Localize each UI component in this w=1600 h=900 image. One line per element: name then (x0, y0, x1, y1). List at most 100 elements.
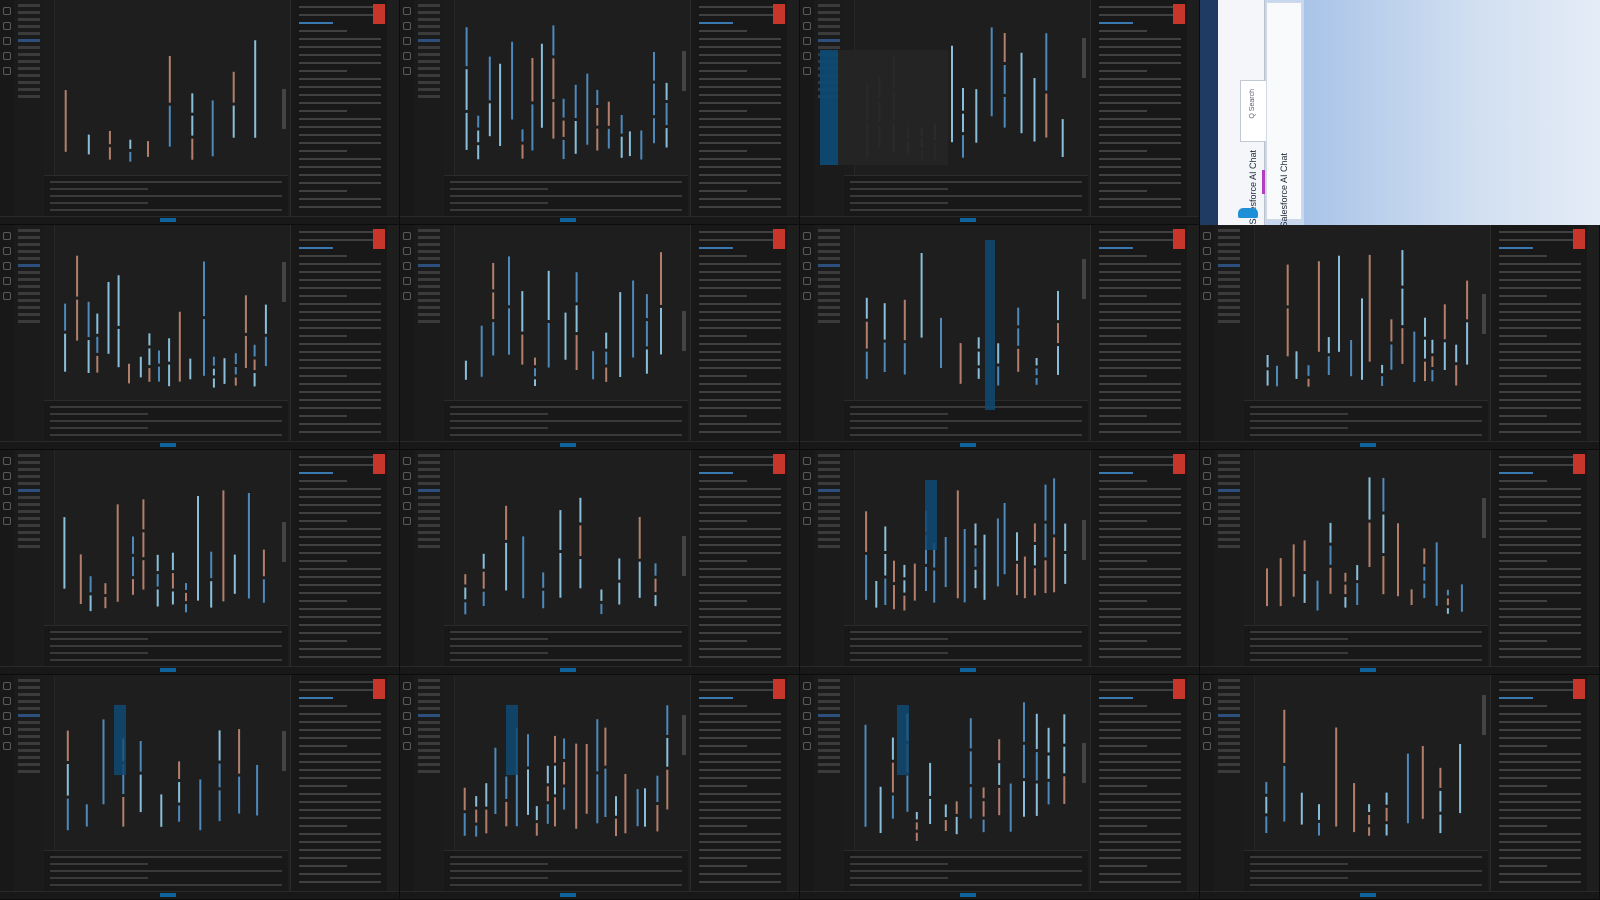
file-tree-item[interactable] (818, 285, 840, 288)
explorer-icon[interactable] (803, 7, 811, 15)
file-tree-item[interactable] (418, 686, 440, 689)
file-tree-item[interactable] (418, 95, 440, 98)
selection-overlay[interactable] (925, 480, 937, 550)
explorer-panel[interactable] (1214, 675, 1245, 899)
file-tree-item[interactable] (418, 735, 440, 738)
run-icon[interactable] (1203, 727, 1211, 735)
file-tree-item[interactable] (18, 264, 40, 267)
explorer-icon[interactable] (403, 682, 411, 690)
file-tree-item[interactable] (418, 46, 440, 49)
explorer-panel[interactable] (414, 450, 445, 674)
file-tree-item[interactable] (418, 468, 440, 471)
search-icon[interactable] (803, 247, 811, 255)
source-control-icon[interactable] (1203, 712, 1211, 720)
file-tree-item[interactable] (18, 25, 40, 28)
notification-badge[interactable] (1173, 679, 1185, 699)
status-item[interactable] (160, 218, 176, 222)
status-bar[interactable] (400, 891, 799, 899)
source-control-icon[interactable] (1203, 262, 1211, 270)
file-tree-item[interactable] (818, 545, 840, 548)
file-tree-item[interactable] (418, 524, 440, 527)
explorer-icon[interactable] (3, 7, 11, 15)
explorer-icon[interactable] (803, 682, 811, 690)
file-tree-item[interactable] (18, 4, 40, 7)
file-tree-item[interactable] (18, 742, 40, 745)
code-editor[interactable] (844, 450, 1088, 625)
file-tree-item[interactable] (18, 229, 40, 232)
source-control-icon[interactable] (803, 262, 811, 270)
editor-scrollbar[interactable] (282, 262, 286, 302)
file-tree-item[interactable] (418, 278, 440, 281)
editor-scrollbar[interactable] (682, 51, 686, 91)
code-editor[interactable] (44, 675, 288, 850)
file-tree-item[interactable] (18, 531, 40, 534)
file-tree-item[interactable] (818, 714, 840, 717)
file-tree-item[interactable] (18, 763, 40, 766)
file-tree-item[interactable] (1218, 482, 1240, 485)
file-tree-item[interactable] (418, 11, 440, 14)
file-tree-item[interactable] (1218, 285, 1240, 288)
file-tree-item[interactable] (18, 721, 40, 724)
search-icon[interactable] (1203, 697, 1211, 705)
file-tree-item[interactable] (1218, 454, 1240, 457)
file-tree-item[interactable] (18, 95, 40, 98)
file-tree-item[interactable] (1218, 250, 1240, 253)
source-control-icon[interactable] (803, 712, 811, 720)
file-tree-item[interactable] (1218, 236, 1240, 239)
file-tree-item[interactable] (18, 243, 40, 246)
editor-scrollbar[interactable] (282, 522, 286, 562)
editor-scrollbar[interactable] (1082, 38, 1086, 78)
file-tree-item[interactable] (818, 320, 840, 323)
extensions-icon[interactable] (803, 742, 811, 750)
file-tree-item[interactable] (818, 742, 840, 745)
file-tree-item[interactable] (818, 18, 840, 21)
file-tree-item[interactable] (18, 39, 40, 42)
status-bar[interactable] (0, 891, 399, 899)
editor-scrollbar[interactable] (682, 536, 686, 576)
file-tree-item[interactable] (418, 700, 440, 703)
terminal-panel[interactable] (44, 175, 288, 216)
extensions-icon[interactable] (1203, 742, 1211, 750)
source-control-icon[interactable] (1203, 487, 1211, 495)
file-tree-item[interactable] (818, 313, 840, 316)
activity-bar[interactable] (0, 675, 14, 899)
file-tree-item[interactable] (418, 243, 440, 246)
code-editor[interactable] (444, 0, 688, 175)
run-icon[interactable] (3, 277, 11, 285)
explorer-icon[interactable] (403, 232, 411, 240)
chat-panel[interactable] (1090, 0, 1187, 224)
extensions-icon[interactable] (3, 742, 11, 750)
code-editor[interactable] (44, 225, 288, 400)
file-tree-item[interactable] (1218, 475, 1240, 478)
file-tree-item[interactable] (418, 475, 440, 478)
file-tree-item[interactable] (818, 510, 840, 513)
file-tree-item[interactable] (818, 264, 840, 267)
file-tree-item[interactable] (1218, 707, 1240, 710)
editor-scrollbar[interactable] (1082, 520, 1086, 560)
activity-bar[interactable] (400, 0, 414, 224)
file-tree-item[interactable] (418, 517, 440, 520)
file-tree-item[interactable] (1218, 538, 1240, 541)
file-tree-item[interactable] (18, 489, 40, 492)
source-control-icon[interactable] (403, 712, 411, 720)
file-tree-item[interactable] (818, 503, 840, 506)
file-tree-item[interactable] (818, 461, 840, 464)
terminal-panel[interactable] (1244, 850, 1488, 891)
file-tree-item[interactable] (818, 524, 840, 527)
file-tree-item[interactable] (18, 693, 40, 696)
file-tree-item[interactable] (18, 271, 40, 274)
file-tree-item[interactable] (418, 32, 440, 35)
file-tree-item[interactable] (1218, 257, 1240, 260)
terminal-panel[interactable] (1244, 625, 1488, 666)
file-tree-item[interactable] (418, 229, 440, 232)
search-icon[interactable] (1203, 472, 1211, 480)
status-item[interactable] (160, 668, 176, 672)
file-tree-item[interactable] (1218, 461, 1240, 464)
search-icon[interactable] (403, 697, 411, 705)
file-tree-item[interactable] (418, 489, 440, 492)
file-tree-item[interactable] (818, 735, 840, 738)
chat-panel[interactable] (290, 225, 387, 449)
status-bar[interactable] (400, 666, 799, 674)
terminal-panel[interactable] (844, 400, 1088, 441)
file-tree-item[interactable] (18, 60, 40, 63)
